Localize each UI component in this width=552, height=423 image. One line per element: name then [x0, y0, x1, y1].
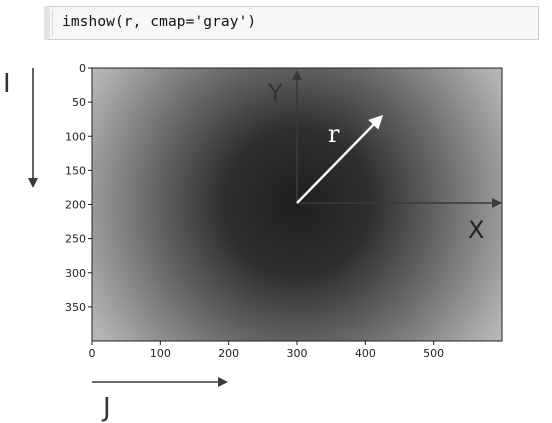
y-tick-label: 250: [65, 233, 86, 246]
x-tick-label: 200: [218, 347, 239, 360]
y-ticks: 0 50 100 150 200 250 300 350: [65, 62, 92, 314]
y-axis-label: Y: [267, 79, 283, 107]
y-tick-label: 150: [65, 164, 86, 177]
cell-divider: [52, 10, 53, 36]
x-tick-label: 300: [287, 347, 308, 360]
y-tick-label: 50: [72, 96, 86, 109]
x-tick-label: 500: [423, 347, 444, 360]
x-tick-label: 400: [355, 347, 376, 360]
y-tick-label: 200: [65, 199, 86, 212]
x-tick-label: 0: [89, 347, 96, 360]
x-axis-label: X: [468, 216, 484, 244]
radius-arrow: [296, 114, 384, 204]
x-tick-label: 100: [150, 347, 171, 360]
radius-label: r: [328, 120, 340, 148]
y-tick-label: 0: [79, 62, 86, 75]
col-index-label: J: [101, 393, 111, 423]
y-tick-label: 300: [65, 267, 86, 280]
code-cell[interactable]: [44, 6, 539, 40]
row-index-label: I: [3, 69, 11, 99]
y-tick-label: 100: [65, 130, 86, 143]
y-tick-label: 350: [65, 301, 86, 314]
x-ticks: 0 100 200 300 400 500: [89, 341, 444, 360]
code-input[interactable]: imshow(r, cmap='gray'): [62, 14, 257, 30]
